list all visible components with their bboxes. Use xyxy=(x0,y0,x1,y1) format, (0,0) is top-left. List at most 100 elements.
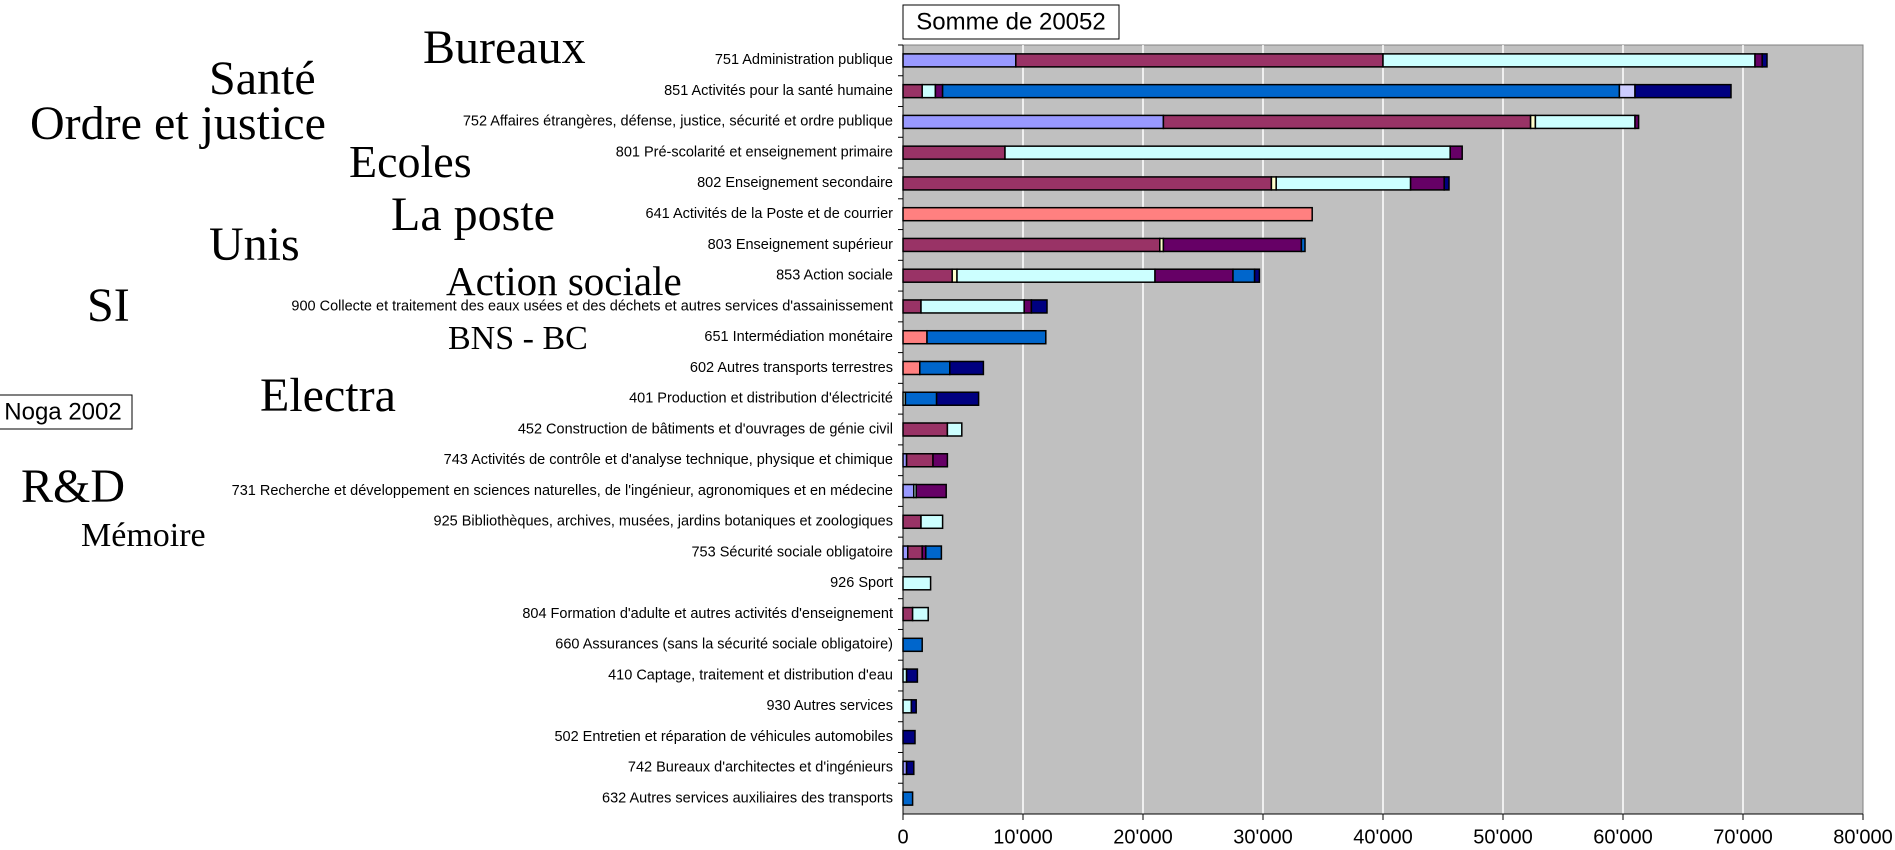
bar-segment xyxy=(902,791,914,806)
bar-segment xyxy=(1754,53,1763,68)
y-tick-label: 851 Activités pour la santé humaine xyxy=(664,83,893,99)
y-tick-label: 900 Collecte et traitement des eaux usée… xyxy=(291,298,893,314)
bar-segment xyxy=(934,83,944,99)
bar-segment xyxy=(1004,145,1451,160)
y-tick-label: 651 Intermédiation monétaire xyxy=(704,329,893,345)
bar-segment xyxy=(902,483,915,499)
x-tick-label: 70'000 xyxy=(1713,826,1772,848)
y-tick-label: 926 Sport xyxy=(830,575,893,591)
y-tick-label: 731 Recherche et développement en scienc… xyxy=(232,483,893,499)
annotation: Action sociale xyxy=(446,258,682,304)
axis-box xyxy=(0,394,133,430)
bar-segment xyxy=(1232,268,1256,283)
y-tick-label: 803 Enseignement supérieur xyxy=(708,237,894,253)
x-tick-label: 80'000 xyxy=(1833,826,1892,848)
bar-segment xyxy=(1618,83,1636,99)
bar-segment xyxy=(911,606,929,622)
bar-segment xyxy=(902,329,928,345)
y-tick-label: 751 Administration publique xyxy=(715,52,893,68)
y-tick-label: 804 Formation d'adulte et autres activit… xyxy=(522,606,893,622)
bar-segment xyxy=(902,114,1165,130)
x-tick-label: 0 xyxy=(897,826,908,848)
bar-segment xyxy=(902,699,913,714)
y-tick-label: 752 Affaires étrangères, défense, justic… xyxy=(463,114,893,130)
bar-segment xyxy=(1162,237,1303,253)
bar-segment xyxy=(926,329,1047,345)
x-tick-label: 50'000 xyxy=(1473,826,1532,848)
bar-segment xyxy=(1382,53,1756,68)
annotation: R&D xyxy=(21,460,125,513)
bar-segment xyxy=(956,268,1156,283)
bar-segment xyxy=(1634,83,1732,99)
bar-segment xyxy=(1634,114,1640,130)
title-box xyxy=(902,4,1120,40)
y-tick-label: 632 Autres services auxiliaires des tran… xyxy=(602,790,893,806)
y-tick-label: 753 Sécurité sociale obligatoire xyxy=(691,544,893,560)
bar-segment xyxy=(915,483,947,499)
bar-segment xyxy=(902,237,1161,253)
y-tick-label: 742 Bureaux d'architectes et d'ingénieur… xyxy=(628,760,893,776)
bar-segment xyxy=(932,453,949,468)
y-tick-label: 452 Construction de bâtiments et d'ouvra… xyxy=(518,421,893,437)
bar-segment xyxy=(921,83,937,99)
bar-segment xyxy=(902,606,914,622)
bar-segment xyxy=(1534,114,1636,130)
x-tick-label: 20'000 xyxy=(1113,826,1172,848)
y-tick-label: 930 Autres services xyxy=(766,698,893,714)
bar-segment xyxy=(1409,176,1445,191)
bar-segment xyxy=(1154,268,1234,283)
bar-segment xyxy=(935,391,980,406)
bar-segment xyxy=(1015,53,1384,68)
x-tick-label: 40'000 xyxy=(1353,826,1412,848)
y-tick-label: 925 Bibliothèques, archives, musées, jar… xyxy=(434,514,893,530)
y-tick-label: 660 Assurances (sans la sécurité sociale… xyxy=(555,637,893,653)
bar-segment xyxy=(1449,145,1463,160)
bar-segment xyxy=(902,422,949,437)
bar-segment xyxy=(907,545,923,560)
bar-segment xyxy=(941,83,1621,99)
bar-segment xyxy=(920,299,1025,314)
bar-segment xyxy=(902,637,923,653)
bar-segment xyxy=(949,360,985,376)
bar-segment xyxy=(905,760,915,776)
bar-segment xyxy=(902,83,923,99)
bar-segment xyxy=(1023,299,1033,314)
y-tick-label: 853 Action sociale xyxy=(776,268,893,284)
bar-segment xyxy=(905,668,919,683)
bar-segment xyxy=(1275,176,1412,191)
y-tick-label: 502 Entretien et réparation de véhicules… xyxy=(554,729,893,745)
bar-segment xyxy=(946,422,963,437)
bar-segment xyxy=(1162,114,1532,130)
bar-segment xyxy=(904,391,938,406)
bar-segment xyxy=(910,699,917,714)
bar-segment xyxy=(902,299,922,314)
bar-segment xyxy=(1761,53,1768,68)
annotation: La poste xyxy=(391,188,555,241)
axis-box-label: Noga 2002 xyxy=(4,398,121,425)
bar-segment xyxy=(1443,176,1450,191)
y-tick-label: 602 Autres transports terrestres xyxy=(690,360,893,376)
annotation: SI xyxy=(87,279,130,332)
annotation: Unis xyxy=(209,218,300,271)
bar-segment xyxy=(902,176,1273,191)
bar-segment xyxy=(902,145,1006,160)
bar-segment xyxy=(925,545,943,560)
bar-segment xyxy=(902,360,921,376)
bar-segment xyxy=(902,53,1017,68)
bar-segment xyxy=(1030,299,1048,314)
annotation: BNS - BC xyxy=(448,320,588,357)
y-tick-label: 802 Enseignement secondaire xyxy=(697,175,893,191)
annotation: Mémoire xyxy=(81,517,206,554)
y-tick-label: 743 Activités de contrôle et d'analyse t… xyxy=(444,452,893,468)
x-tick-label: 30'000 xyxy=(1233,826,1292,848)
bar-segment xyxy=(905,453,934,468)
bar-segment xyxy=(919,360,951,376)
bar-segment xyxy=(902,729,916,745)
y-tick-label: 410 Captage, traitement et distribution … xyxy=(608,667,893,683)
bar-segment xyxy=(902,576,932,591)
x-tick-label: 10'000 xyxy=(993,826,1052,848)
bar-segment xyxy=(920,514,944,530)
annotation: Ordre et justice xyxy=(30,97,326,150)
bar-segment xyxy=(1300,237,1306,253)
annotation: Santé xyxy=(209,52,316,105)
